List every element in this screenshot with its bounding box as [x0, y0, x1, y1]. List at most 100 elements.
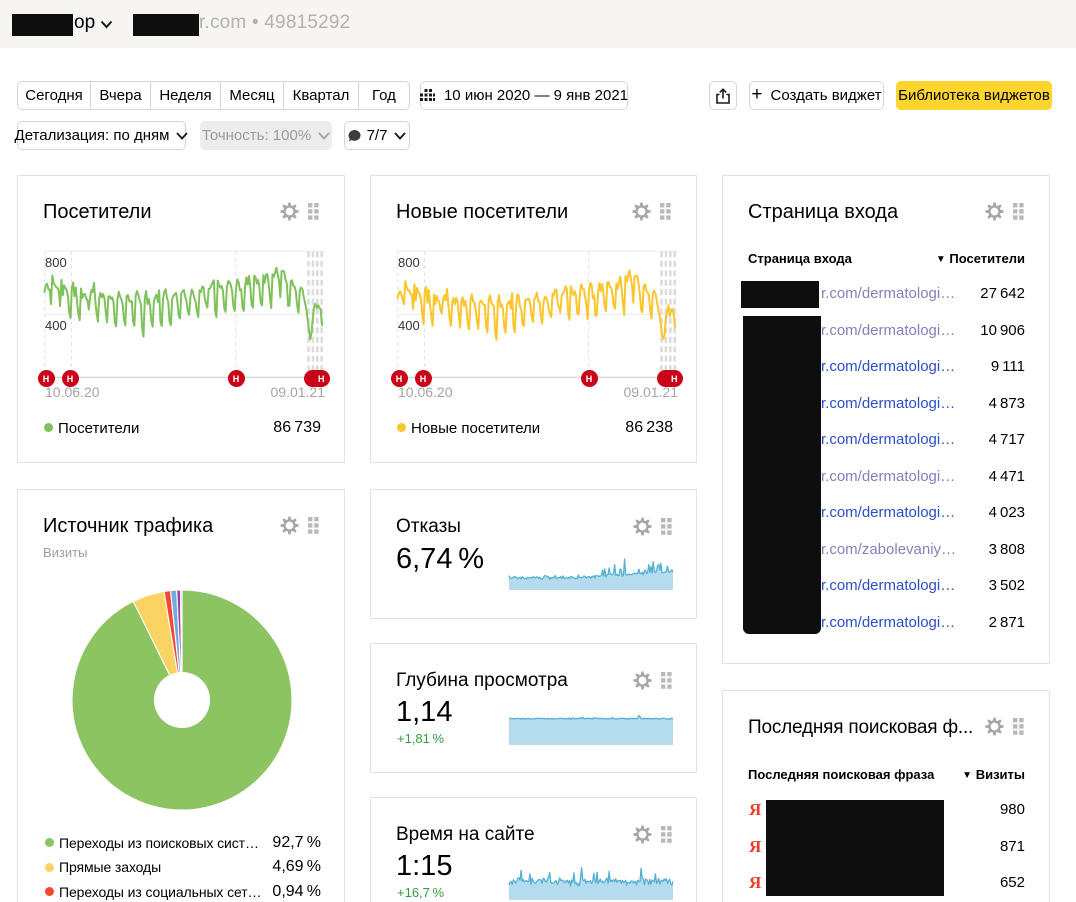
legend-label[interactable]: Новые посетители — [411, 420, 541, 437]
legend-value: 0,94 % — [272, 882, 321, 900]
pie-slice[interactable] — [179, 589, 183, 674]
period-tab-2[interactable]: Вчера — [91, 82, 151, 109]
entry-page-value: 3 808 — [988, 540, 1025, 558]
traffic-source-donut-chart[interactable] — [18, 570, 346, 902]
widget-time-on-site: Время на сайте 1:15 +16,7 % — [370, 797, 697, 902]
entry-page-value: 4 873 — [988, 394, 1025, 412]
legend-label[interactable]: Посетители — [58, 420, 140, 437]
y-tick-400: 400 — [398, 318, 420, 333]
sort-desc-icon: ▼ — [935, 254, 946, 265]
gear-icon[interactable] — [633, 671, 652, 690]
legend-label[interactable]: Переходы из социальных сет… — [59, 883, 262, 900]
widget-library-button[interactable]: Библиотека виджетов — [896, 81, 1052, 110]
entry-page-link[interactable]: r.com/zabolevaniy… — [821, 540, 957, 558]
redaction-box — [741, 281, 819, 308]
drag-handle-icon[interactable] — [1013, 203, 1024, 220]
new-visitors-line-chart[interactable] — [371, 176, 698, 464]
period-tab-1[interactable]: Сегодня — [18, 82, 91, 109]
y-tick-800: 800 — [45, 255, 67, 270]
drag-handle-icon[interactable] — [661, 672, 672, 689]
chevron-down-icon — [100, 20, 113, 29]
entry-page-link[interactable]: r.com/dermatologi… — [821, 358, 956, 375]
entry-page-value: 3 502 — [988, 577, 1025, 594]
column-header-phrase[interactable]: Последняя поисковая фраза — [748, 767, 935, 782]
gear-icon[interactable] — [280, 516, 299, 535]
note-pin[interactable]: Н — [390, 370, 408, 387]
accuracy-dropdown[interactable]: Точность: 100% — [200, 121, 332, 150]
drag-handle-icon[interactable] — [660, 203, 671, 220]
column-header-page[interactable]: Страница входа — [748, 251, 852, 266]
period-tab-3[interactable]: Неделя — [151, 82, 221, 109]
entry-page-value: 2 871 — [988, 613, 1025, 631]
detail-dropdown[interactable]: Детализация: по дням — [15, 121, 189, 150]
gear-icon[interactable] — [633, 517, 652, 536]
yandex-favicon: Я — [749, 836, 762, 856]
gear-icon[interactable] — [985, 717, 1004, 736]
create-widget-button[interactable]: + Создать виджет — [749, 81, 884, 110]
drag-handle-icon[interactable] — [308, 203, 319, 220]
pie-slice[interactable] — [71, 589, 293, 811]
column-header-label: Визиты — [975, 767, 1025, 782]
legend-value: 4,69 % — [272, 858, 321, 876]
date-range-button[interactable]: 10 июн 2020 — 9 янв 2021 — [419, 81, 628, 110]
visitors-line-chart[interactable] — [18, 176, 346, 464]
drag-handle-icon[interactable] — [308, 517, 319, 534]
export-button[interactable] — [709, 81, 737, 110]
legend-label[interactable]: Переходы из поисковых сист… — [59, 834, 259, 851]
column-header-label: Посетители — [949, 251, 1025, 266]
search-phrase-value: 980 — [999, 801, 1025, 818]
legend-dot — [45, 838, 54, 847]
x-label-end: 09.01.21 — [623, 384, 679, 400]
period-tab-4[interactable]: Месяц — [221, 82, 284, 109]
drag-handle-icon[interactable] — [661, 826, 672, 843]
note-pin[interactable]: Н — [414, 370, 432, 387]
drag-handle-icon[interactable] — [661, 518, 672, 535]
entry-page-link[interactable]: r.com/dermatologi… — [821, 467, 956, 485]
gear-icon[interactable] — [985, 202, 1004, 221]
period-tab-5[interactable]: Квартал — [284, 82, 359, 109]
note-pin[interactable]: Н — [227, 370, 245, 387]
top-bar: ор r.com • 49815292 — [0, 0, 1076, 48]
column-header-visits[interactable]: ▼ Визиты — [962, 767, 1025, 782]
legend-label[interactable]: Прямые заходы — [59, 859, 162, 876]
calendar-grid-icon — [419, 88, 435, 101]
note-pin[interactable]: Н — [303, 370, 330, 387]
gear-icon[interactable] — [632, 202, 651, 221]
metric-value: 1:15 — [396, 850, 453, 882]
entry-page-value: 27 642 — [980, 285, 1025, 302]
entry-page-link[interactable]: r.com/dermatologi… — [821, 285, 956, 302]
site-and-counter: r.com • 49815292 — [199, 12, 350, 34]
report-tab-label[interactable]: ор — [74, 12, 96, 33]
entry-page-value: 4 023 — [988, 504, 1025, 521]
widget-last-search-phrase: Последняя поисковая ф... Последняя поиск… — [722, 690, 1050, 902]
legend-value: 86 739 — [273, 419, 321, 436]
y-tick-800: 800 — [398, 255, 420, 270]
legend-dot — [45, 887, 54, 897]
note-pin[interactable]: Н — [37, 370, 55, 387]
entry-page-link[interactable]: r.com/dermatologi… — [821, 504, 956, 521]
note-pin[interactable]: Н — [580, 370, 598, 387]
period-tab-6[interactable]: Год — [372, 87, 396, 104]
counter-id: 49815292 — [264, 12, 351, 33]
goals-dropdown[interactable]: 7/7 — [344, 121, 410, 150]
column-header-visitors[interactable]: ▼ Посетители — [936, 251, 1025, 266]
time-sparkline — [508, 867, 674, 900]
bullet-separator: • — [251, 12, 259, 33]
widget-library-label: Библиотека виджетов — [898, 87, 1050, 104]
entry-page-link[interactable]: r.com/dermatologi… — [821, 577, 956, 594]
entry-page-link[interactable]: r.com/dermatologi… — [821, 394, 956, 412]
entry-page-link[interactable]: r.com/dermatologi… — [821, 431, 956, 448]
gear-icon[interactable] — [633, 825, 652, 844]
entry-page-link[interactable]: r.com/dermatologi… — [821, 613, 956, 631]
entry-page-link[interactable]: r.com/dermatologi… — [821, 321, 956, 339]
redaction-box — [766, 800, 944, 896]
period-segmented-control: Сегодня Вчера Неделя Месяц Квартал Год — [17, 81, 410, 110]
note-pin[interactable]: Н — [61, 370, 79, 387]
x-label-start: 10.06.20 — [398, 384, 453, 400]
chevron-down-icon — [176, 131, 189, 140]
note-pin[interactable]: Н — [656, 370, 683, 387]
gear-icon[interactable] — [280, 202, 299, 221]
drag-handle-icon[interactable] — [1013, 718, 1024, 735]
